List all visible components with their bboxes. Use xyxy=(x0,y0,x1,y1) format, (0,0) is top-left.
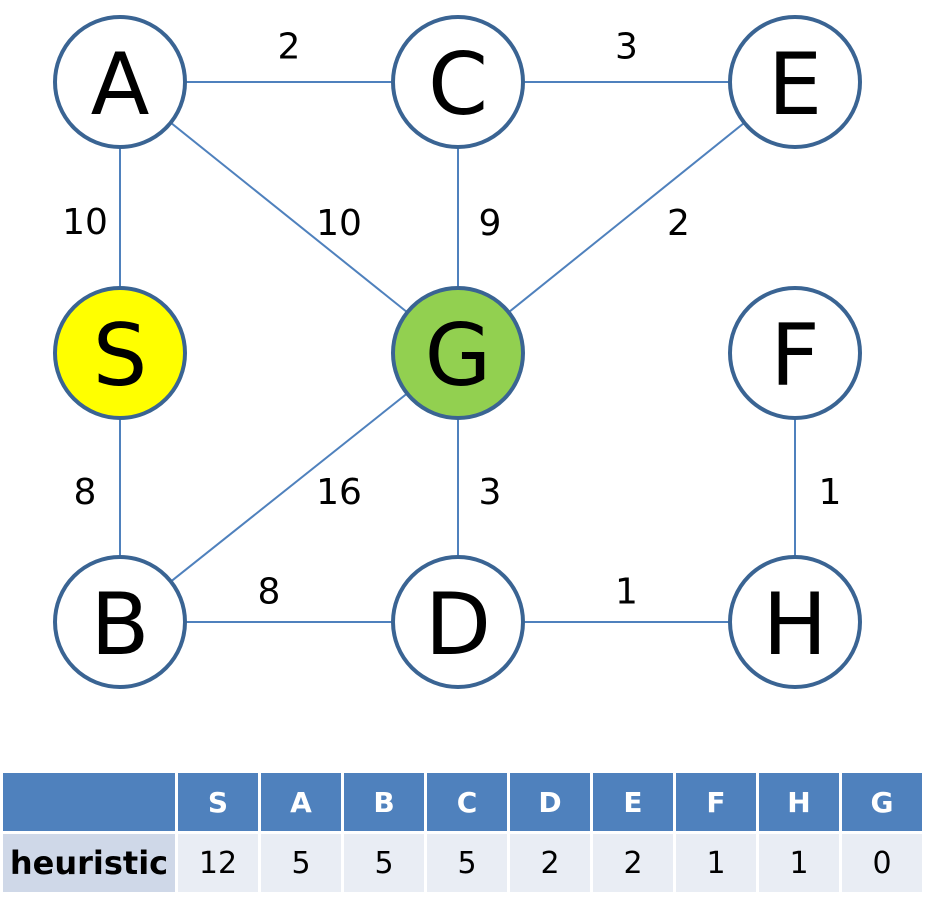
edge-weight-c-g: 9 xyxy=(479,203,502,244)
node-a-label: A xyxy=(91,35,150,135)
node-f-label: F xyxy=(770,306,819,406)
node-e-label: E xyxy=(768,35,822,135)
node-s: S xyxy=(53,286,187,420)
heuristic-row-label: heuristic xyxy=(3,834,175,892)
table-header-g: G xyxy=(842,773,922,831)
node-e-circle xyxy=(728,15,862,149)
heuristic-value-e: 2 xyxy=(593,834,673,892)
node-h-label: H xyxy=(763,575,828,675)
node-s-circle xyxy=(53,286,187,420)
table-header-d: D xyxy=(510,773,590,831)
edge-weight-s-b: 8 xyxy=(74,472,97,513)
edge-weight-d-h: 1 xyxy=(615,572,638,613)
table-header-b: B xyxy=(344,773,424,831)
heuristic-value-s: 12 xyxy=(178,834,258,892)
node-b-circle xyxy=(53,555,187,689)
node-c-circle xyxy=(391,15,525,149)
table-header-f: F xyxy=(676,773,756,831)
node-g-label: G xyxy=(425,306,492,406)
edge-g-b xyxy=(119,352,459,623)
heuristic-value-a: 5 xyxy=(261,834,341,892)
node-d-circle xyxy=(391,555,525,689)
search-graph-diagram: 2 3 10 10 9 2 8 16 3 1 8 1 A C E S G F B D H xyxy=(53,15,862,689)
table-header-h: H xyxy=(759,773,839,831)
node-e: E xyxy=(728,15,862,149)
node-c-label: C xyxy=(428,35,488,135)
node-f: F xyxy=(728,286,862,420)
node-a: A xyxy=(53,15,187,149)
node-c: C xyxy=(391,15,525,149)
table-heuristic-row: heuristic 12 5 5 5 2 2 1 1 0 xyxy=(3,834,922,892)
node-f-circle xyxy=(728,286,862,420)
edge-weight-a-g: 10 xyxy=(316,203,362,244)
nodes-layer: A C E S G F B D H xyxy=(53,15,862,689)
table-corner-cell xyxy=(3,773,175,831)
node-d-label: D xyxy=(425,575,491,675)
heuristic-value-h: 1 xyxy=(759,834,839,892)
table-header-c: C xyxy=(427,773,507,831)
node-g: G xyxy=(391,286,525,420)
heuristic-value-f: 1 xyxy=(676,834,756,892)
edge-weight-b-d: 8 xyxy=(258,572,281,613)
edge-labels-layer: 2 3 10 10 9 2 8 16 3 1 8 1 xyxy=(62,27,841,613)
edge-weight-a-s: 10 xyxy=(62,202,108,243)
heuristic-value-g: 0 xyxy=(842,834,922,892)
edge-weight-c-e: 3 xyxy=(615,27,638,68)
table-header-a: A xyxy=(261,773,341,831)
node-s-label: S xyxy=(93,306,148,406)
node-d: D xyxy=(391,555,525,689)
node-b: B xyxy=(53,555,187,689)
edge-weight-a-c: 2 xyxy=(278,27,301,68)
node-h: H xyxy=(728,555,862,689)
edge-e-g xyxy=(457,81,796,354)
edge-weight-g-d: 3 xyxy=(479,472,502,513)
heuristic-value-c: 5 xyxy=(427,834,507,892)
table-header-e: E xyxy=(593,773,673,831)
edge-weight-g-b: 16 xyxy=(316,472,362,513)
node-a-circle xyxy=(53,15,187,149)
node-b-label: B xyxy=(91,575,150,675)
node-g-circle xyxy=(391,286,525,420)
edge-a-g xyxy=(119,81,459,354)
heuristic-value-d: 2 xyxy=(510,834,590,892)
table-header-s: S xyxy=(178,773,258,831)
node-h-circle xyxy=(728,555,862,689)
heuristic-value-b: 5 xyxy=(344,834,424,892)
edge-weight-f-h: 1 xyxy=(819,472,842,513)
edge-weight-e-g: 2 xyxy=(667,203,690,244)
